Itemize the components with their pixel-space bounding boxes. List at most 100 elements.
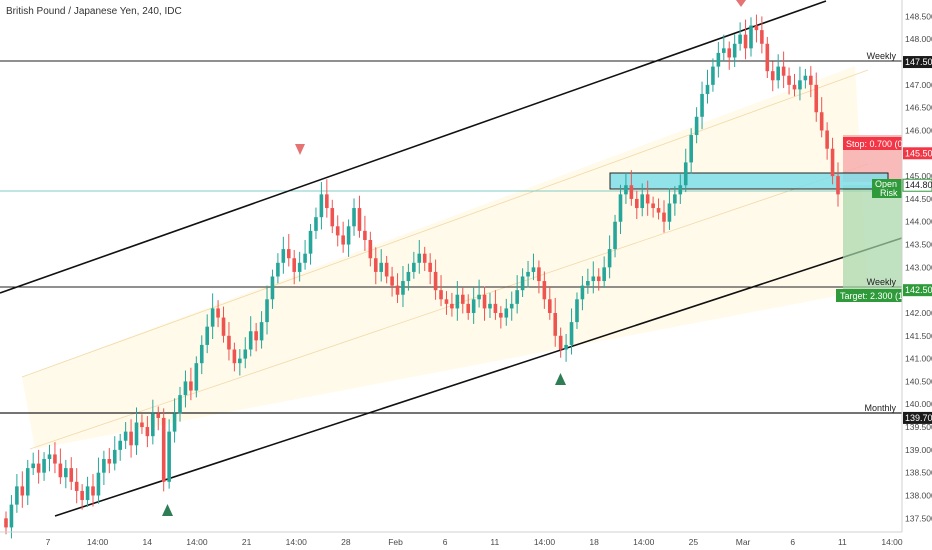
candle-bullish (683, 148, 688, 193)
candle-bullish (346, 219, 351, 257)
candle-bearish (80, 484, 84, 510)
candle-bullish (575, 292, 579, 329)
candle-bearish (232, 342, 237, 372)
candle-bullish (803, 68, 808, 89)
candle-bullish (25, 459, 30, 506)
price-tick-label: 144.500 (905, 194, 932, 204)
candle-bearish (787, 67, 791, 95)
sell-arrow-icon (295, 144, 305, 155)
time-tick-label: 14:00 (286, 537, 308, 547)
price-tick-label: 137.500 (905, 513, 932, 523)
risk-label-box[interactable] (872, 188, 902, 198)
symbol-title: British Pound / Japanese Yen, 240, IDC (6, 6, 182, 17)
candle-bullish (210, 293, 215, 339)
price-tick-label: 139.000 (905, 445, 932, 455)
candle-bearish (384, 255, 389, 284)
candle-bearish (129, 419, 133, 458)
time-tick-label: 14:00 (633, 537, 655, 547)
candle-bearish (20, 471, 25, 508)
candle-bearish (499, 306, 503, 329)
candle-bullish (183, 370, 188, 408)
candle-bullish (297, 251, 302, 282)
candle-bearish (91, 474, 95, 507)
candle-bullish (602, 256, 606, 288)
buy-arrow-icon-2 (162, 504, 173, 516)
candle-bearish (493, 290, 498, 320)
price-tick-label: 142.000 (905, 308, 932, 318)
candle-bullish (678, 174, 683, 204)
candle-bearish (439, 275, 443, 307)
candle-bullish (64, 459, 68, 489)
candle-bearish (422, 246, 427, 272)
buy-arrow-icon (555, 373, 566, 385)
candle-bullish (31, 452, 35, 475)
candle-bullish (15, 474, 19, 513)
candle-bullish (238, 349, 242, 376)
candle-bearish (74, 468, 79, 504)
weekly-label-high: Weekly (867, 51, 897, 61)
candle-bullish (673, 186, 677, 216)
candle-bearish (69, 457, 74, 491)
candle-bullish (178, 386, 182, 422)
target-zone[interactable] (843, 185, 902, 295)
time-tick-label: 11 (838, 537, 847, 547)
upper-trendline[interactable] (0, 0, 827, 294)
price-tick-label: 146.000 (905, 125, 932, 135)
candle-bullish (749, 17, 753, 57)
candle-bearish (558, 327, 563, 358)
time-tick-label: 6 (790, 537, 795, 547)
candle-bullish (618, 184, 623, 235)
price-tick-label: 145.000 (905, 171, 932, 181)
candle-bullish (151, 399, 155, 445)
time-tick-label: 18 (589, 537, 599, 547)
candle-bearish (629, 170, 634, 206)
price-tick-label: 140.000 (905, 399, 932, 409)
candle-bearish (542, 271, 547, 309)
candle-bullish (488, 292, 492, 319)
candles-group (4, 14, 840, 539)
lower-trendline[interactable] (54, 237, 903, 517)
candle-bearish (830, 137, 835, 185)
candle-bearish (819, 97, 824, 138)
channel-fill (22, 66, 868, 449)
candle-bearish (645, 180, 650, 216)
candle-bearish (450, 292, 454, 317)
channel-edge (21, 69, 869, 378)
candle-bearish (444, 291, 449, 315)
candle-bullish (379, 249, 384, 282)
time-tick-label: 11 (490, 537, 499, 547)
price-tick-label: 143.500 (905, 240, 932, 250)
price-tick-label: 138.500 (905, 468, 932, 478)
candle-bullish (776, 54, 780, 89)
candle-bullish (112, 436, 117, 471)
candle-bearish (466, 294, 471, 320)
candle-bullish (42, 452, 46, 481)
target-label-box[interactable] (836, 289, 902, 302)
candle-bearish (547, 286, 552, 320)
price-axis[interactable]: 137.500 138.000 138.500 139.000 139.500 140.0… (905, 11, 932, 523)
candle-bearish (221, 306, 226, 343)
candle-bullish (722, 34, 726, 62)
entry-zone-box[interactable] (609, 172, 889, 190)
candle-bearish (373, 247, 378, 285)
candle-bearish (145, 416, 150, 448)
candle-bullish (798, 66, 802, 101)
price-tick-label: 147.000 (905, 80, 932, 90)
price-tag-label-stop: 145.500 (905, 148, 932, 158)
candle-bullish (270, 269, 275, 309)
candle-bearish (651, 196, 655, 218)
candle-bullish (694, 107, 699, 144)
target-label: Target: 2.300 (1 (840, 291, 903, 301)
candle-bullish (9, 495, 14, 539)
time-tick-label: 14:00 (186, 537, 208, 547)
candle-bullish (526, 260, 530, 288)
candle-bearish (395, 273, 400, 303)
weekly-label-low: Weekly (867, 277, 897, 287)
time-axis[interactable]: 7 14:00 14 14:00 21 14:00 28 Feb 6 11 14:00 18 14:00… (46, 537, 903, 547)
candle-bearish (330, 199, 335, 234)
open-label-box[interactable] (872, 179, 902, 189)
stop-label-box[interactable] (843, 137, 902, 150)
candle-bearish (216, 300, 220, 328)
candle-bullish (504, 298, 509, 326)
